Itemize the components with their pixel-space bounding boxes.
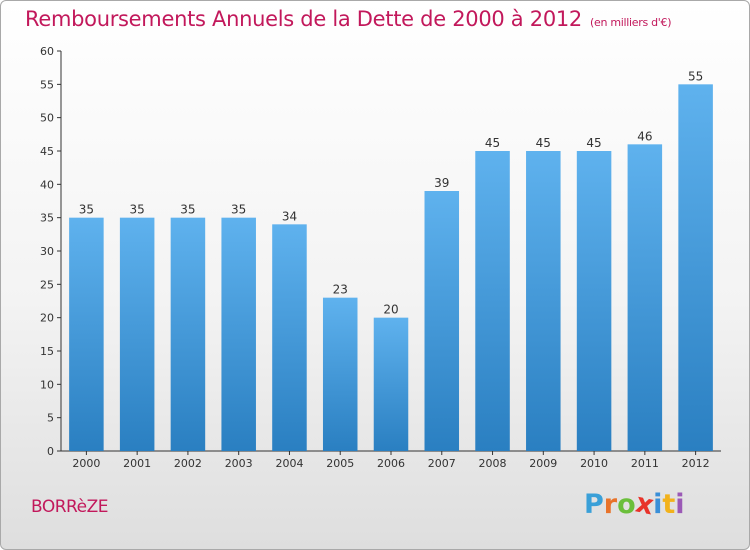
bar-2012 — [678, 84, 713, 451]
value-label-2011: 46 — [637, 129, 652, 143]
value-label-2000: 35 — [79, 203, 94, 217]
logo-letter: i — [653, 489, 663, 520]
value-label-2004: 34 — [282, 209, 297, 223]
x-tick-label: 2012 — [682, 457, 710, 470]
logo-letter: t — [662, 489, 676, 520]
value-labels: 35 35 35 35 34 23 20 39 45 45 45 46 55 — [79, 69, 704, 316]
bar-2000 — [69, 217, 104, 451]
value-label-2003: 35 — [231, 203, 246, 217]
y-tick-label: 0 — [47, 445, 54, 458]
value-label-2008: 45 — [485, 136, 500, 150]
x-tick-label: 2002 — [174, 457, 202, 470]
value-label-2001: 35 — [130, 203, 145, 217]
value-label-2009: 45 — [536, 136, 551, 150]
title-text: Remboursements Annuels de la Dette de 20… — [25, 7, 582, 31]
value-label-2007: 39 — [434, 176, 449, 190]
value-label-2005: 23 — [333, 283, 348, 297]
commune-name: BORRèZE — [31, 497, 108, 517]
y-tick-label: 30 — [40, 245, 54, 258]
x-tick-label: 2000 — [72, 457, 100, 470]
x-tick-label: 2006 — [377, 457, 405, 470]
bar-2008 — [475, 151, 510, 451]
bar-2010 — [576, 151, 612, 451]
logo-letter: i — [675, 489, 685, 520]
x-tick-label: 2010 — [580, 457, 608, 470]
bar-2004 — [272, 224, 307, 451]
x-tick-label: 2005 — [326, 457, 354, 470]
proxiti-logo: Proxiti — [584, 488, 685, 522]
bar-2003 — [221, 217, 256, 451]
y-tick-label: 15 — [40, 345, 54, 358]
axes: 0 5 10 15 20 25 30 35 40 45 50 55 60 2000 2001 2002 2003… — [40, 45, 721, 470]
bar-2005 — [322, 297, 358, 451]
logo-letter: P — [584, 489, 604, 520]
bar-2001 — [119, 217, 155, 451]
y-tick-label: 10 — [40, 378, 54, 391]
unit-text: (en milliers d'€) — [590, 16, 672, 29]
x-tick-label: 2011 — [631, 457, 659, 470]
bar-2011 — [627, 144, 663, 452]
y-tick-label: 40 — [40, 178, 54, 191]
y-tick-label: 25 — [40, 278, 54, 291]
value-label-2012: 55 — [688, 69, 703, 83]
x-tick-label: 2003 — [225, 457, 253, 470]
y-tick-label: 55 — [40, 78, 54, 91]
bar-2009 — [526, 151, 561, 451]
bars — [69, 84, 713, 452]
y-tick-label: 20 — [40, 312, 54, 325]
bar-2007 — [424, 191, 460, 451]
value-label-2006: 20 — [383, 303, 398, 317]
y-tick-label: 5 — [47, 412, 54, 425]
x-tick-label: 2007 — [428, 457, 456, 470]
x-tick-label: 2009 — [529, 457, 557, 470]
y-tick-label: 35 — [40, 212, 54, 225]
y-tick-label: 50 — [40, 112, 54, 125]
bar-2002 — [170, 217, 206, 451]
value-label-2002: 35 — [180, 203, 195, 217]
bar-2006 — [373, 317, 409, 451]
logo-letter: o — [617, 489, 636, 520]
logo-letter: r — [603, 489, 618, 520]
value-label-2010: 45 — [586, 136, 601, 150]
x-tick-label: 2008 — [479, 457, 507, 470]
y-tick-label: 60 — [40, 45, 54, 58]
chart-title: Remboursements Annuels de la Dette de 20… — [25, 7, 671, 31]
x-tick-label: 2004 — [275, 457, 303, 470]
y-tick-label: 45 — [40, 145, 54, 158]
x-tick-label: 2001 — [123, 457, 151, 470]
